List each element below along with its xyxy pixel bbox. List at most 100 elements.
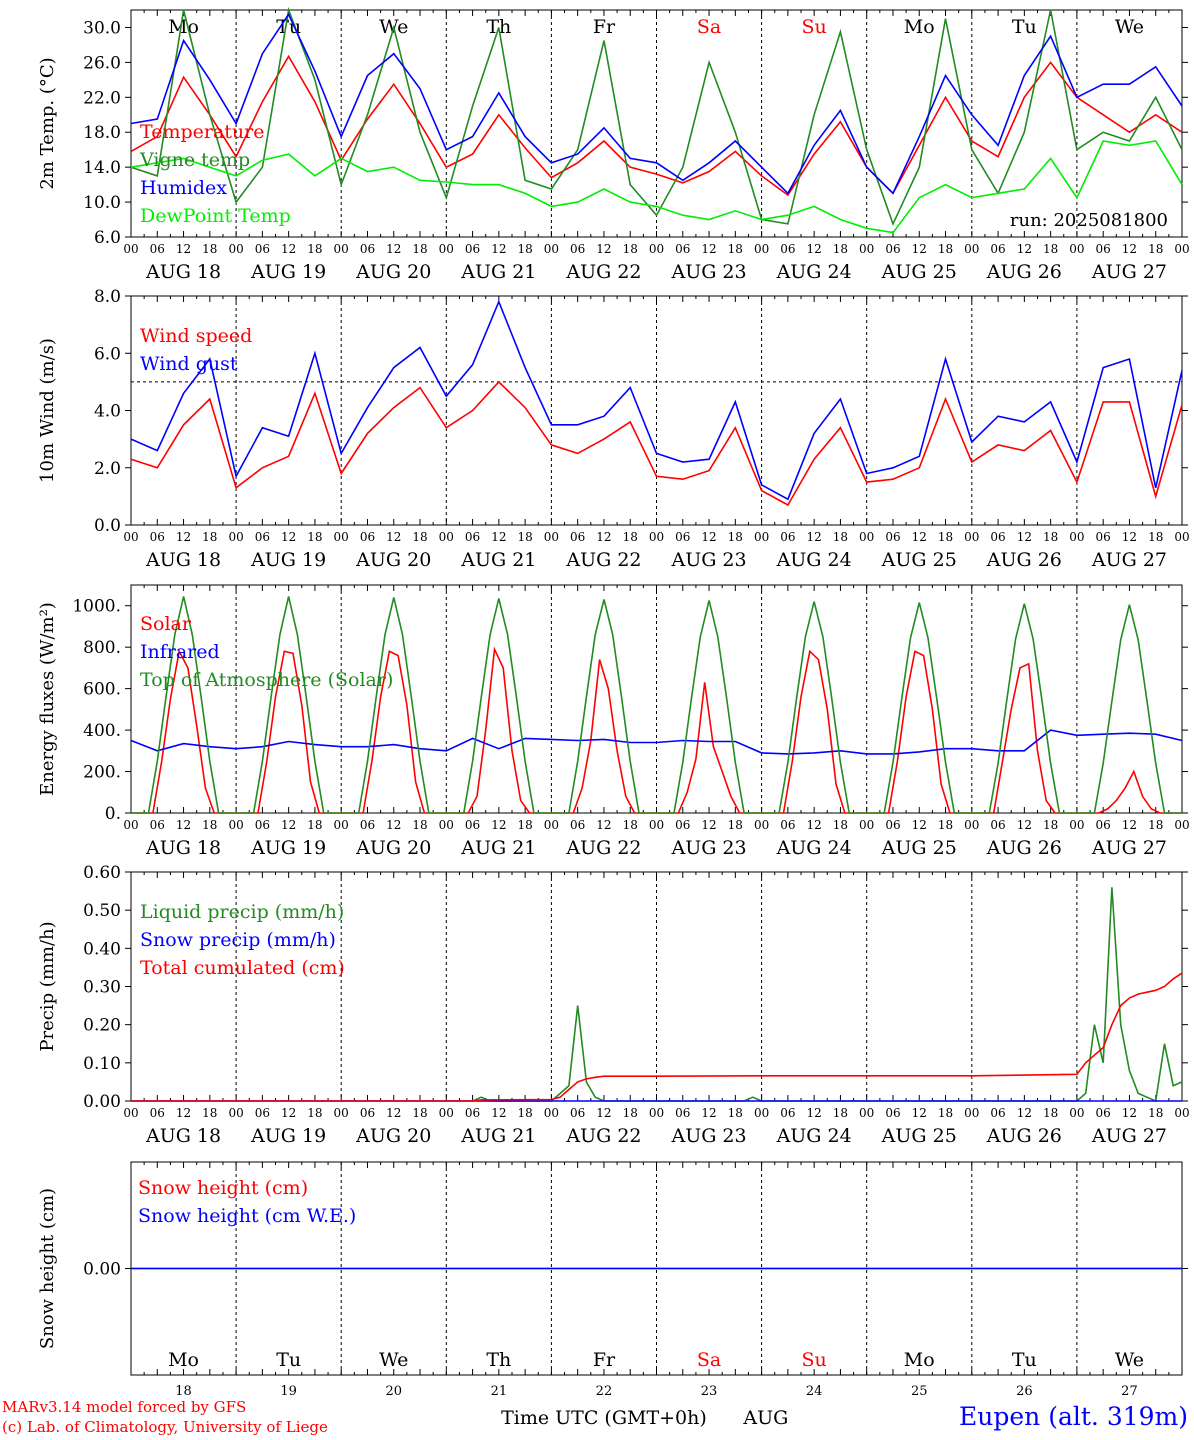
x-date-label: AUG 24 (776, 1125, 852, 1147)
x-hour-label: 06 (780, 530, 795, 544)
x-hour-label: 18 (938, 1106, 953, 1120)
x-hour-label: 18 (623, 530, 638, 544)
x-hour-label: 18 (938, 818, 953, 832)
y-tick-label: 0.20 (83, 1016, 121, 1036)
x-hour-label: 12 (701, 818, 716, 832)
x-hour-label: 06 (780, 1106, 795, 1120)
x-hour-label: 18 (307, 242, 322, 256)
x-hour-label: 12 (807, 1106, 822, 1120)
x-hour-label: 00 (754, 530, 769, 544)
x-date-label: AUG 25 (881, 549, 957, 571)
x-hour-label: 12 (491, 1106, 506, 1120)
legend-entry: Wind gust (140, 353, 238, 375)
x-hour-label: 18 (1148, 1106, 1163, 1120)
x-date-label: AUG 26 (986, 549, 1062, 571)
x-date-label: AUG 27 (1091, 549, 1167, 571)
x-hour-label: 00 (544, 818, 559, 832)
x-hour-label: 06 (255, 818, 270, 832)
x-hour-label: 06 (360, 818, 375, 832)
x-hour-label: 18 (623, 818, 638, 832)
series-line-wind-speed (130, 380, 1183, 507)
x-hour-label: 12 (1017, 242, 1032, 256)
x-hour-label: 18 (202, 530, 217, 544)
x-hour-label: 06 (360, 242, 375, 256)
day-name-label: Mo (168, 1349, 199, 1371)
x-hour-label: 06 (1096, 1106, 1111, 1120)
x-date-label: AUG 22 (565, 837, 641, 859)
x-hour-label: 00 (859, 242, 874, 256)
x-hour-label: 06 (360, 530, 375, 544)
run-annotation: run: 2025081800 (1010, 210, 1168, 231)
x-hour-label: 06 (570, 530, 585, 544)
day-name-label: Th (486, 16, 511, 38)
x-hour-label: 00 (123, 242, 138, 256)
day-number-label: 23 (701, 1384, 718, 1399)
x-date-label: AUG 20 (355, 549, 431, 571)
series-line-total-cumulated-cm- (131, 972, 1183, 1102)
x-date-label: AUG 19 (250, 1125, 326, 1147)
x-hour-label: 12 (807, 530, 822, 544)
legend-entry: Snow height (cm) (138, 1177, 308, 1199)
x-hour-label: 06 (465, 530, 480, 544)
x-hour-label: 12 (176, 1106, 191, 1120)
x-hour-label: 06 (255, 1106, 270, 1120)
y-tick-label: 0.0 (94, 516, 121, 536)
x-date-label: AUG 22 (565, 261, 641, 283)
x-date-label: AUG 20 (355, 261, 431, 283)
x-hour-label: 18 (833, 818, 848, 832)
x-hour-label: 12 (281, 530, 296, 544)
x-hour-label: 18 (412, 818, 427, 832)
x-date-label: AUG 23 (670, 1125, 746, 1147)
day-number-label: 26 (1016, 1384, 1033, 1399)
legend-entry: Liquid precip (mm/h) (140, 901, 344, 923)
x-hour-label: 00 (1069, 818, 1084, 832)
x-hour-label: 00 (1069, 242, 1084, 256)
x-hour-label: 18 (938, 530, 953, 544)
legend-entry: Vigne temp (139, 149, 250, 171)
y-axis-label: Energy fluxes (W/m²) (37, 602, 58, 796)
x-hour-label: 12 (1122, 1106, 1137, 1120)
y-tick-label: 200. (83, 763, 121, 783)
day-name-label: We (1115, 16, 1144, 38)
x-hour-label: 06 (780, 818, 795, 832)
day-name-label: Tu (1012, 16, 1037, 38)
x-hour-label: 06 (885, 1106, 900, 1120)
y-tick-label: 0.40 (83, 939, 121, 959)
x-hour-label: 18 (202, 242, 217, 256)
x-date-label: AUG 27 (1091, 837, 1167, 859)
x-hour-label: 18 (307, 818, 322, 832)
day-name-label: Tu (1012, 1349, 1037, 1371)
x-hour-label: 18 (728, 530, 743, 544)
x-hour-label: 00 (228, 818, 243, 832)
x-date-label: AUG 18 (145, 1125, 221, 1147)
y-tick-label: 14.0 (83, 158, 121, 178)
legend-entry: Infrared (140, 641, 220, 663)
x-hour-label: 12 (386, 242, 401, 256)
panel-3: 0. 200. 400. 600. 800. 1000. Energy fluxes (W/… (37, 584, 1190, 859)
x-hour-label: 00 (228, 242, 243, 256)
x-date-label: AUG 18 (145, 261, 221, 283)
y-axis-label: Precip (mm/h) (37, 921, 58, 1051)
x-hour-label: 06 (570, 1106, 585, 1120)
x-hour-label: 12 (596, 242, 611, 256)
x-hour-label: 18 (833, 242, 848, 256)
day-name-label: Fr (593, 16, 616, 38)
y-tick-label: 600. (83, 680, 121, 700)
y-axis-label: 2m Temp. (°C) (37, 57, 58, 189)
x-hour-label: 06 (675, 1106, 690, 1120)
x-hour-label: 06 (675, 818, 690, 832)
day-number-label: 19 (280, 1384, 297, 1399)
day-name-label: Sa (697, 1349, 721, 1371)
x-hour-label: 06 (885, 242, 900, 256)
x-hour-label: 12 (1017, 818, 1032, 832)
series-line-vigne-temp (130, 6, 1183, 227)
x-hour-label: 00 (544, 530, 559, 544)
day-name-label: Su (802, 1349, 827, 1371)
x-hour-label: 12 (386, 530, 401, 544)
x-hour-label: 00 (754, 1106, 769, 1120)
x-hour-label: 00 (334, 242, 349, 256)
day-name-label: Tu (276, 1349, 301, 1371)
x-hour-label: 00 (1174, 530, 1189, 544)
x-date-label: AUG 23 (670, 261, 746, 283)
x-hour-label: 06 (1096, 818, 1111, 832)
